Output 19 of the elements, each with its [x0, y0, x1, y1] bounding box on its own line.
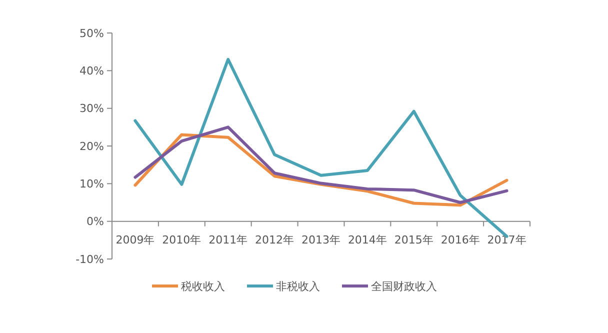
x-tick-label: 2010年: [162, 233, 202, 246]
y-tick-label: 10%: [80, 178, 104, 191]
x-tick-label: 2009年: [116, 233, 155, 246]
y-tick-label: 0%: [86, 215, 104, 228]
legend-label: 全国财政收入: [371, 280, 437, 293]
x-tick-label: 2017年: [487, 233, 526, 246]
x-tick-label: 2015年: [394, 233, 434, 246]
x-tick-label: 2014年: [348, 233, 387, 246]
x-tick-label: 2012年: [255, 233, 294, 246]
y-tick-label: 20%: [80, 140, 104, 153]
x-tick-label: 2016年: [440, 233, 480, 246]
y-tick-label: -10%: [76, 252, 104, 266]
y-tick-label: 50%: [80, 26, 104, 40]
legend-label: 税收收入: [181, 280, 225, 293]
y-tick-label: 40%: [80, 64, 104, 78]
y-tick-label: 30%: [80, 102, 104, 116]
legend-label: 非税收入: [276, 280, 320, 293]
x-tick-label: 2013年: [302, 233, 340, 246]
x-tick-label: 2011年: [208, 233, 248, 246]
